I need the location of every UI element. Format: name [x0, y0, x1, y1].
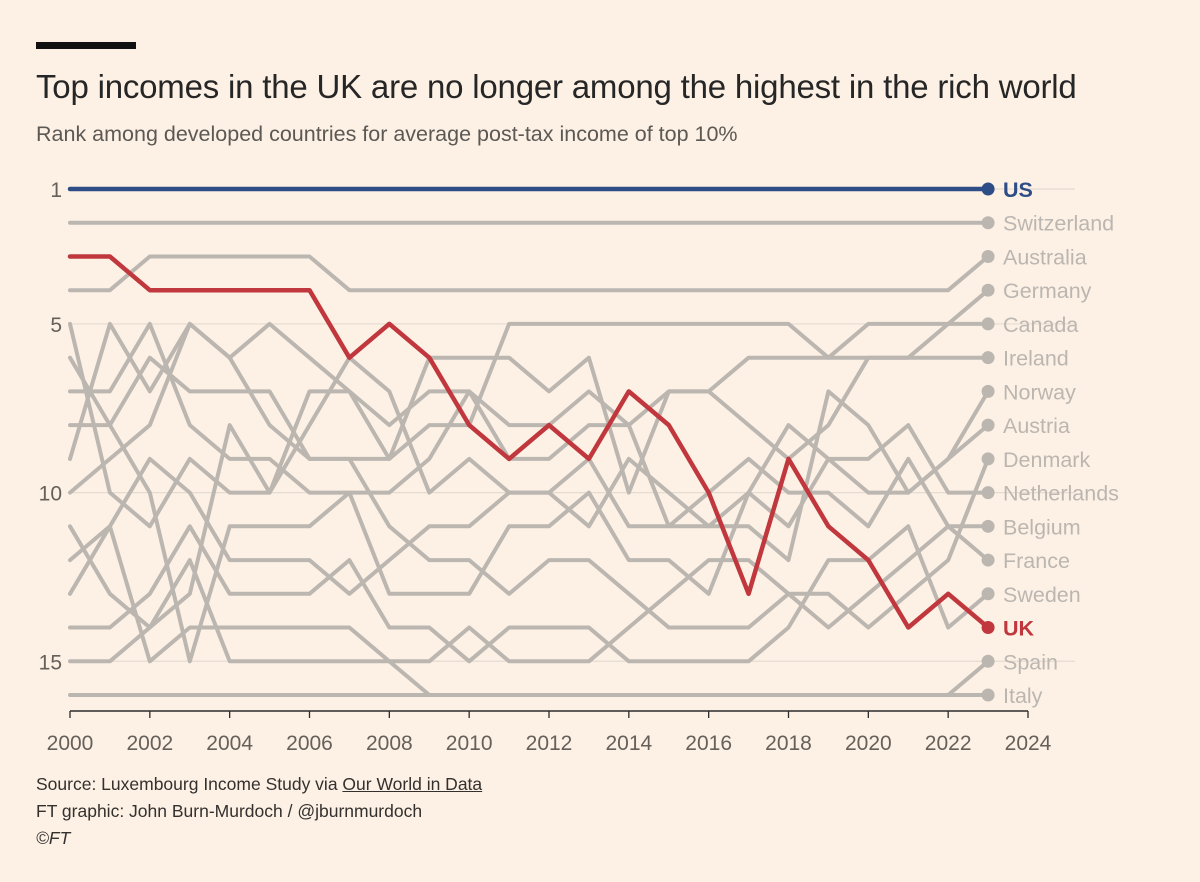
x-tick-label-2014: 2014	[605, 732, 652, 755]
x-tick-label-2018: 2018	[765, 732, 812, 755]
end-label-france: France	[1003, 549, 1070, 573]
end-label-spain: Spain	[1003, 650, 1058, 674]
series-line-norway	[68, 321, 991, 563]
x-tick-label-2008: 2008	[366, 732, 413, 755]
end-label-belgium: Belgium	[1003, 515, 1081, 539]
x-tick-label-2016: 2016	[685, 732, 732, 755]
x-tick-label-2022: 2022	[925, 732, 972, 755]
end-label-sweden: Sweden	[1003, 583, 1081, 607]
copyright: ©FT	[36, 828, 71, 848]
series-end-dot-france	[981, 553, 995, 567]
y-tick-label-1: 1	[50, 179, 62, 202]
source-note: Source: Luxembourg Income Study via Our …	[36, 774, 482, 795]
series-end-dot-canada	[981, 317, 995, 331]
series-line-france	[68, 321, 991, 563]
series-end-dot-belgium	[981, 519, 995, 533]
series-end-dot-netherlands	[981, 486, 995, 500]
series-end-dot-denmark	[981, 452, 995, 466]
y-tick-label-10: 10	[39, 483, 62, 506]
series-end-dot-uk	[981, 621, 995, 635]
series-line-sweden	[68, 524, 991, 664]
end-label-germany: Germany	[1003, 279, 1092, 303]
x-tick-label-2000: 2000	[47, 732, 94, 755]
series-end-dot-us	[981, 182, 995, 196]
end-label-us: US	[1003, 178, 1033, 202]
series-line-canada	[68, 321, 991, 495]
series-end-dot-sweden	[981, 587, 995, 601]
x-tick-label-2004: 2004	[206, 732, 253, 755]
series-end-dot-austria	[981, 418, 995, 432]
source-prefix: Source: Luxembourg Income Study via	[36, 774, 343, 794]
gridlines	[70, 188, 1075, 662]
x-tick-label-2010: 2010	[446, 732, 493, 755]
end-label-ireland: Ireland	[1003, 347, 1069, 371]
x-tick-label-2020: 2020	[845, 732, 892, 755]
end-labels: US Switzerland Australia Germany Canada Irela…	[1003, 178, 1119, 708]
credit-note: FT graphic: John Burn-Murdoch / @jburnmu…	[36, 801, 423, 821]
chart-title: Top incomes in the UK are no longer amon…	[36, 68, 1077, 105]
end-label-canada: Canada	[1003, 313, 1078, 337]
end-label-netherlands: Netherlands	[1003, 482, 1119, 506]
series-end-dot-switzerland	[981, 216, 995, 230]
y-tick-label-15: 15	[39, 651, 62, 674]
series-end-dot-ireland	[981, 351, 995, 365]
end-label-norway: Norway	[1003, 380, 1076, 404]
x-tick-label-2002: 2002	[126, 732, 173, 755]
series-end-dot-norway	[981, 384, 995, 398]
end-label-uk: UK	[1003, 617, 1035, 641]
end-label-italy: Italy	[1003, 684, 1043, 708]
end-label-australia: Australia	[1003, 245, 1087, 269]
end-label-austria: Austria	[1003, 414, 1070, 438]
series-line-australia	[68, 254, 991, 293]
x-tick-label-2012: 2012	[526, 732, 573, 755]
y-tick-label-5: 5	[50, 314, 62, 337]
series-end-dot-germany	[981, 283, 995, 297]
series-line-uk	[67, 254, 991, 630]
series-end-dot-italy	[981, 688, 995, 702]
brand-bar	[36, 42, 136, 49]
highlight-series	[67, 182, 995, 635]
series-end-dot-spain	[981, 654, 995, 668]
end-label-denmark: Denmark	[1003, 448, 1090, 472]
series-line-denmark	[68, 321, 991, 630]
end-label-switzerland: Switzerland	[1003, 212, 1114, 236]
source-link[interactable]: Our World in Data	[342, 774, 483, 794]
series-end-dot-australia	[981, 249, 995, 263]
x-tick-label-2006: 2006	[286, 732, 333, 755]
grey-series	[68, 216, 995, 702]
x-tick-label-2024: 2024	[1005, 732, 1052, 755]
chart-subtitle: Rank among developed countries for avera…	[36, 122, 738, 146]
series-line-belgium	[68, 524, 991, 664]
